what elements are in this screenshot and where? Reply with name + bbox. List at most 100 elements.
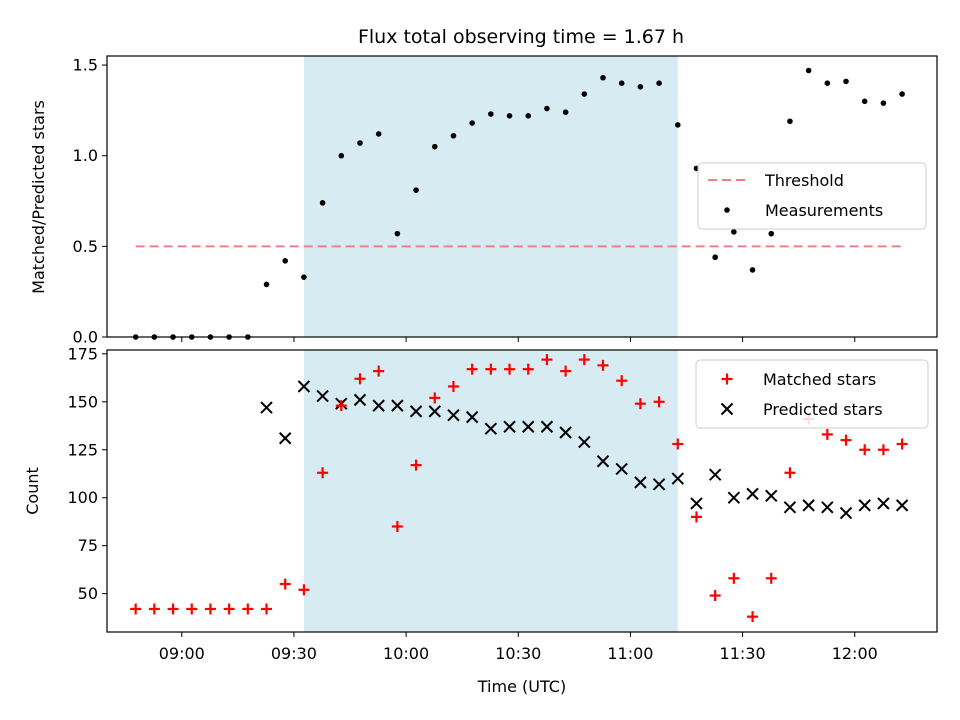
legend-predicted-label: Predicted stars	[763, 400, 883, 419]
x-tick-label: 12:00	[832, 644, 878, 663]
measurement-point	[656, 80, 662, 86]
matched-points	[130, 354, 908, 623]
matched-point	[373, 365, 385, 377]
measurement-point	[787, 118, 793, 125]
measurement-point	[394, 230, 401, 237]
predicted-point-stroke	[503, 420, 516, 433]
predicted-point-stroke	[690, 497, 703, 510]
matched-point	[223, 603, 235, 615]
predicted-point	[578, 435, 591, 449]
measurement-point	[899, 91, 905, 97]
predicted-point-stroke	[802, 499, 815, 512]
top-y-axis-label: Matched/Predicted stars	[29, 100, 48, 294]
predicted-point	[765, 489, 778, 503]
predicted-point	[783, 501, 797, 514]
measurement-point	[843, 78, 849, 85]
measurement-point	[600, 74, 606, 81]
predicted-point	[391, 399, 404, 412]
x-tick-label: 10:30	[495, 644, 541, 663]
measurement-point	[544, 105, 550, 112]
bottom-y-tick-label: 75	[78, 536, 98, 555]
predicted-point-stroke	[877, 497, 890, 510]
predicted-point-stroke	[634, 476, 647, 489]
measurement-point	[488, 111, 494, 117]
top-x-ticks	[181, 337, 856, 342]
top-panel: 0.0 0.5 1.0 1.5 Matched/Predicted stars Thr…	[29, 55, 938, 347]
predicted-point	[634, 476, 647, 489]
predicted-point	[559, 426, 572, 439]
predicted-point-stroke	[746, 487, 759, 501]
bottom-y-tick-label: 150	[67, 392, 98, 411]
measurement-point	[469, 120, 475, 126]
top-shaded-region	[303, 56, 678, 337]
chart-title: Flux total observing time = 1.67 h	[358, 26, 684, 48]
measurement-point	[506, 113, 513, 119]
top-y-tick-label: 0.0	[73, 328, 98, 347]
predicted-point-stroke	[428, 405, 441, 418]
bottom-y-tick-label: 125	[67, 440, 98, 459]
predicted-point	[353, 393, 367, 407]
matched-point	[616, 375, 628, 387]
matched-point	[821, 428, 833, 440]
predicted-point	[821, 501, 834, 514]
bottom-x-axis: 09:00 09:30 10:00 10:30 11:00 11:30 12:00	[159, 632, 878, 663]
predicted-point	[316, 389, 329, 403]
predicted-point	[596, 455, 610, 468]
measurement-point	[674, 122, 681, 128]
predicted-point-stroke	[447, 409, 460, 422]
matched-point	[504, 363, 516, 375]
measurement-point	[525, 113, 532, 119]
top-legend-box	[697, 162, 927, 230]
predicted-point-stroke	[522, 420, 535, 433]
matched-point	[130, 603, 142, 615]
x-tick-label: 11:30	[720, 644, 766, 663]
matched-point	[447, 380, 459, 392]
matched-point	[653, 396, 665, 408]
predicted-point-stroke	[316, 389, 329, 403]
matched-point	[859, 444, 871, 456]
predicted-point-stroke	[895, 499, 909, 512]
predicted-point	[447, 409, 460, 422]
predicted-point-stroke	[484, 422, 498, 435]
matched-point	[279, 578, 291, 590]
predicted-point	[484, 422, 498, 435]
legend-predicted-marker	[720, 402, 734, 416]
matched-point	[840, 434, 852, 446]
measurement-point	[805, 67, 812, 74]
measurement-point	[880, 100, 887, 106]
matched-point	[541, 354, 553, 366]
bottom-y-tick-label: 50	[78, 584, 98, 603]
measurement-point	[431, 143, 438, 150]
matched-point	[317, 467, 329, 479]
predicted-point	[428, 405, 441, 418]
x-tick-label: 09:00	[159, 644, 205, 663]
predicted-point-stroke	[391, 399, 404, 412]
measurement-point	[618, 80, 625, 86]
predicted-point-stroke	[297, 380, 311, 393]
measurement-point	[282, 258, 289, 264]
matched-point	[298, 584, 310, 596]
matched-point	[466, 363, 478, 375]
matched-point	[690, 511, 702, 523]
bottom-y-tick-label: 175	[67, 344, 98, 363]
matched-point	[167, 603, 179, 615]
bottom-legend-box	[695, 359, 929, 429]
top-y-axis: 0.0 0.5 1.0 1.5	[73, 56, 107, 347]
legend-matched-swatch	[721, 373, 733, 385]
legend-matched-marker	[721, 373, 733, 385]
legend-matched-label: Matched stars	[763, 370, 876, 389]
matched-point	[335, 400, 347, 412]
predicted-point-stroke	[839, 506, 853, 520]
matched-point	[877, 444, 889, 456]
predicted-point	[260, 401, 273, 414]
bottom-y-tick-label: 100	[67, 488, 98, 507]
x-tick-label: 09:30	[271, 644, 317, 663]
predicted-point	[297, 380, 311, 393]
top-y-tick-label: 1.5	[73, 56, 98, 75]
predicted-point	[652, 478, 666, 491]
predicted-point-stroke	[353, 393, 367, 407]
matched-point	[560, 365, 572, 377]
matched-point	[634, 398, 646, 410]
x-axis-label: Time (UTC)	[477, 677, 566, 696]
